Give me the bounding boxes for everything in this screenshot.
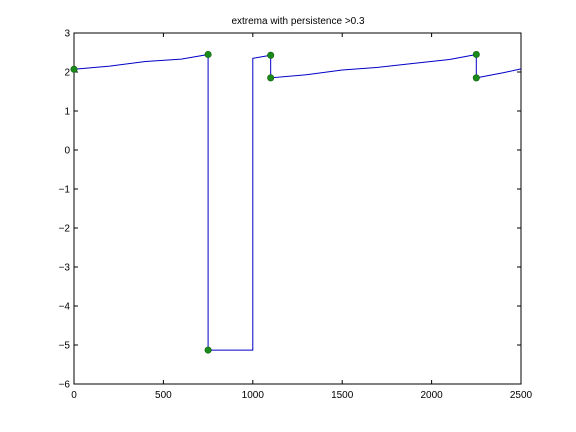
y-tick-label: −3 xyxy=(59,263,71,274)
x-tick-label: 1500 xyxy=(331,390,354,401)
y-tick-label: 0 xyxy=(64,146,70,157)
y-tick-label: −1 xyxy=(59,185,71,196)
extremum-point xyxy=(204,346,212,354)
extremum-point xyxy=(472,50,480,58)
x-tick-label: 2500 xyxy=(510,390,533,401)
plot-area: 0 500 1000 1500 2000 2500 −6 −5 −4 −3 −2 −1 0 1 2 3 xyxy=(59,29,533,402)
x-tick-label: 2000 xyxy=(420,390,443,401)
extremum-point xyxy=(267,51,275,59)
y-tick-label: −4 xyxy=(59,302,71,313)
y-tick-label: 2 xyxy=(64,68,70,79)
y-tick-label: −5 xyxy=(59,341,71,352)
y-tick-label: −6 xyxy=(59,380,71,391)
x-tick-label: 500 xyxy=(155,390,172,401)
axes-frame xyxy=(73,32,522,385)
series-line xyxy=(73,53,522,351)
chart-title: extrema with persistence >0.3 xyxy=(231,16,365,27)
extremum-point xyxy=(472,74,480,82)
x-tick-label: 1000 xyxy=(242,390,265,401)
extremum-point xyxy=(267,74,275,82)
y-tick-label: 1 xyxy=(64,107,70,118)
extremum-point xyxy=(204,50,212,58)
y-tick-label: −2 xyxy=(59,224,71,235)
extremum-point xyxy=(70,65,78,73)
x-tick-label: 0 xyxy=(71,390,77,401)
y-tick-label: 3 xyxy=(64,29,70,40)
